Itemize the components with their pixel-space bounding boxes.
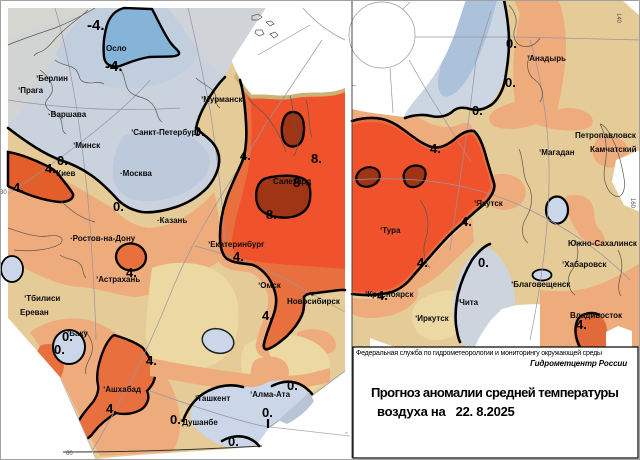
svg-text:·Москва: ·Москва (120, 169, 152, 178)
svg-text:воздуха на 22. 8.2025: воздуха на 22. 8.2025 (377, 404, 515, 419)
svg-text:ʼТашкент: ʼТашкент (195, 394, 230, 403)
svg-text:ʼТбилиси: ʼТбилиси (24, 294, 60, 303)
svg-text:4.: 4. (377, 288, 388, 303)
svg-text:160: 160 (629, 198, 635, 209)
svg-text:4.: 4. (240, 148, 251, 163)
svg-text:0.: 0. (113, 199, 124, 214)
svg-text:0.: 0. (62, 329, 73, 344)
svg-text:0.: 0. (472, 103, 483, 118)
svg-text:4.: 4. (13, 180, 24, 195)
svg-text:ʼБлаговещенск: ʼБлаговещенск (511, 280, 571, 289)
svg-text:ʼАшхабад: ʼАшхабад (103, 385, 141, 394)
svg-text:0.: 0. (287, 378, 298, 393)
svg-text:-4.: -4. (87, 17, 105, 34)
svg-text:30: 30 (0, 190, 7, 196)
svg-text:4.: 4. (576, 317, 587, 332)
svg-text:4.: 4. (430, 141, 441, 156)
svg-text:Гидрометцентр России: Гидрометцентр России (530, 359, 627, 368)
svg-text:0.: 0. (478, 255, 489, 270)
svg-text:4.: 4. (417, 255, 428, 270)
svg-text:4.: 4. (106, 401, 117, 416)
svg-text:0.: 0. (194, 124, 205, 139)
svg-text:ʼСанкт-Петербург: ʼСанкт-Петербург (131, 128, 200, 137)
svg-text:ʼКиев: ʼКиев (54, 169, 75, 178)
svg-text:ʼМурманск: ʼМурманск (201, 95, 244, 104)
svg-text:ʼКрасноярск: ʼКрасноярск (365, 290, 415, 299)
svg-text:140: 140 (615, 13, 621, 24)
svg-text:·Ростов-на-Дону: ·Ростов-на-Дону (70, 234, 136, 243)
svg-text:ʼПрага: ʼПрага (18, 86, 44, 95)
svg-text:ʼИркутск: ʼИркутск (415, 314, 450, 323)
svg-text:ʼМинск: ʼМинск (73, 141, 101, 150)
svg-text:8.: 8. (266, 207, 277, 222)
svg-text:ʼМагадан: ʼМагадан (539, 148, 575, 157)
svg-text:ʼБерлин: ʼБерлин (36, 74, 68, 83)
svg-text:Владивосток: Владивосток (570, 311, 623, 320)
svg-text:0.: 0. (505, 75, 516, 90)
svg-text:ʼДушанбе: ʼДушанбе (180, 418, 218, 427)
svg-text:Салехард: Салехард (273, 177, 311, 186)
svg-text:Новосибирск: Новосибирск (287, 297, 341, 306)
svg-text:0.: 0. (170, 412, 181, 427)
svg-text:ʼАнадырь: ʼАнадырь (527, 54, 566, 63)
svg-text:4.: 4. (262, 308, 273, 323)
svg-text:60: 60 (66, 451, 73, 457)
svg-text:Ереван: Ереван (20, 308, 49, 317)
svg-text:ʼХабаровск: ʼХабаровск (562, 260, 607, 269)
svg-text:ʼТура: ʼТура (380, 226, 401, 235)
svg-text:0.: 0. (262, 405, 273, 420)
svg-text:ʼЯкутск: ʼЯкутск (474, 199, 504, 208)
svg-text:8.: 8. (311, 151, 322, 166)
svg-text:Южно-Сахалинск: Южно-Сахалинск (568, 239, 638, 248)
svg-text:0.: 0. (228, 434, 239, 449)
svg-text:ʼЕкатеринбург: ʼЕкатеринбург (208, 240, 265, 249)
svg-text:ʼАстрахань: ʼАстрахань (96, 275, 140, 284)
svg-text:Прогноз аномалии средней темпе: Прогноз аномалии средней температуры (371, 385, 619, 400)
svg-text:4.: 4. (45, 161, 56, 176)
svg-text:ʼАлма-Ата: ʼАлма-Ата (250, 390, 291, 399)
svg-text:Федеральная служба по гидромет: Федеральная служба по гидрометеорологии … (356, 349, 602, 357)
svg-text:·Казань: ·Казань (157, 216, 187, 225)
svg-text:0.: 0. (506, 36, 517, 51)
svg-text:4.: 4. (146, 353, 157, 368)
svg-text:ʼЧита: ʼЧита (457, 298, 479, 307)
svg-text:0.: 0. (54, 342, 65, 357)
svg-text:8: 8 (293, 175, 300, 190)
svg-text:Осло: Осло (106, 44, 127, 53)
svg-text:-4.: -4. (105, 58, 123, 75)
svg-text:Петропавловск: Петропавловск (575, 131, 637, 140)
svg-text:4.: 4. (126, 265, 137, 280)
svg-text:ʼОмск: ʼОмск (258, 281, 282, 290)
svg-text:0.: 0. (57, 153, 68, 168)
svg-text:4.: 4. (461, 214, 472, 229)
svg-text:·Варшава: ·Варшава (48, 110, 87, 119)
svg-text:Камчатский: Камчатский (590, 145, 637, 154)
svg-text:4.: 4. (233, 249, 244, 264)
svg-text:ʼБаку: ʼБаку (67, 329, 88, 338)
